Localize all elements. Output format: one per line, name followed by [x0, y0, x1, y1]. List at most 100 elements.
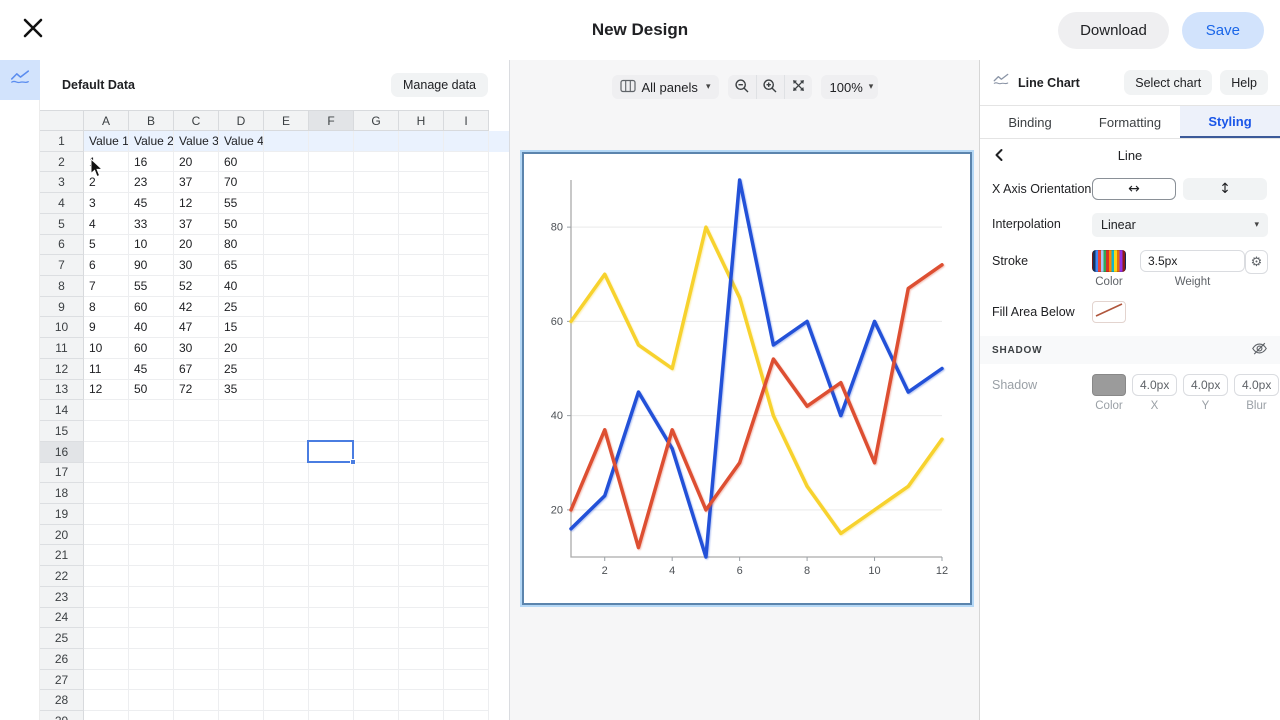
row-header-4[interactable]: 4: [40, 193, 84, 214]
cell-E11[interactable]: [264, 338, 309, 359]
cell-I3[interactable]: [444, 172, 489, 194]
row-header-1[interactable]: 1: [40, 131, 84, 152]
cell-G5[interactable]: [354, 213, 399, 235]
cell-B16[interactable]: [129, 441, 174, 463]
cell-E3[interactable]: [264, 172, 309, 194]
cell-H10[interactable]: [399, 317, 444, 339]
cell-A24[interactable]: [84, 607, 129, 629]
cell-C27[interactable]: [174, 669, 219, 691]
selected-cell-outline[interactable]: [307, 440, 356, 465]
cell-G17[interactable]: [354, 462, 399, 484]
cell-A10[interactable]: 9: [84, 317, 129, 339]
cell-D25[interactable]: [219, 628, 264, 649]
cell-C2[interactable]: 20: [174, 151, 219, 173]
cell-H8[interactable]: [399, 276, 444, 297]
tab-binding[interactable]: Binding: [1008, 114, 1052, 130]
row-header-6[interactable]: 6: [40, 234, 84, 256]
row-header-25[interactable]: 25: [40, 628, 84, 649]
cell-I22[interactable]: [444, 566, 489, 587]
cell-E29[interactable]: [264, 711, 309, 720]
cell-B26[interactable]: [129, 648, 174, 670]
cell-I23[interactable]: [444, 586, 489, 608]
row-header-3[interactable]: 3: [40, 172, 84, 194]
cell-B29[interactable]: [129, 711, 174, 720]
row-header-7[interactable]: 7: [40, 255, 84, 277]
cell-C19[interactable]: [174, 503, 219, 525]
cell-I5[interactable]: [444, 213, 489, 235]
cell-E17[interactable]: [264, 462, 309, 484]
cell-C23[interactable]: [174, 586, 219, 608]
cell-I12[interactable]: [444, 358, 489, 380]
row-header-16[interactable]: 16: [40, 441, 84, 463]
cell-E24[interactable]: [264, 607, 309, 629]
cell-A1[interactable]: Value 1: [84, 131, 129, 152]
cell-F15[interactable]: [309, 421, 354, 442]
cell-F8[interactable]: [309, 276, 354, 297]
cell-A3[interactable]: 2: [84, 172, 129, 194]
cell-B25[interactable]: [129, 628, 174, 649]
cell-C5[interactable]: 37: [174, 213, 219, 235]
help-button[interactable]: Help: [1220, 70, 1268, 95]
cell-A12[interactable]: 11: [84, 358, 129, 380]
cell-A13[interactable]: 12: [84, 379, 129, 401]
cell-F6[interactable]: [309, 234, 354, 256]
cell-D12[interactable]: 25: [219, 358, 264, 380]
cell-A17[interactable]: [84, 462, 129, 484]
cell-I26[interactable]: [444, 648, 489, 670]
cell-F12[interactable]: [309, 358, 354, 380]
column-header-F[interactable]: F: [309, 110, 354, 131]
chart-line-value-4[interactable]: [569, 225, 944, 536]
cell-E25[interactable]: [264, 628, 309, 649]
cell-D17[interactable]: [219, 462, 264, 484]
cell-I25[interactable]: [444, 628, 489, 649]
cell-I2[interactable]: [444, 151, 489, 173]
cell-F17[interactable]: [309, 462, 354, 484]
cell-A9[interactable]: 8: [84, 296, 129, 318]
column-header-I[interactable]: I: [444, 110, 489, 131]
cell-C6[interactable]: 20: [174, 234, 219, 256]
row-header-27[interactable]: 27: [40, 669, 84, 691]
row-header-22[interactable]: 22: [40, 566, 84, 587]
cell-C22[interactable]: [174, 566, 219, 587]
cell-H14[interactable]: [399, 400, 444, 422]
cell-H20[interactable]: [399, 524, 444, 546]
cell-E9[interactable]: [264, 296, 309, 318]
cell-I28[interactable]: [444, 690, 489, 712]
cell-H3[interactable]: [399, 172, 444, 194]
cell-H9[interactable]: [399, 296, 444, 318]
chart-line-value-3[interactable]: [569, 263, 944, 550]
row-header-19[interactable]: 19: [40, 503, 84, 525]
row-header-23[interactable]: 23: [40, 586, 84, 608]
cell-F26[interactable]: [309, 648, 354, 670]
cell-D15[interactable]: [219, 421, 264, 442]
cell-B23[interactable]: [129, 586, 174, 608]
cell-E8[interactable]: [264, 276, 309, 297]
cell-H19[interactable]: [399, 503, 444, 525]
cell-G14[interactable]: [354, 400, 399, 422]
cell-G2[interactable]: [354, 151, 399, 173]
cell-I13[interactable]: [444, 379, 489, 401]
cell-D4[interactable]: 55: [219, 193, 264, 214]
panels-dropdown[interactable]: All panels ▾: [611, 75, 719, 99]
column-header-A[interactable]: A: [84, 110, 129, 131]
cell-F25[interactable]: [309, 628, 354, 649]
cell-C4[interactable]: 12: [174, 193, 219, 214]
cell-E7[interactable]: [264, 255, 309, 277]
cell-F22[interactable]: [309, 566, 354, 587]
cell-I29[interactable]: [444, 711, 489, 720]
cell-F2[interactable]: [309, 151, 354, 173]
stroke-weight-input[interactable]: [1140, 250, 1245, 272]
column-header-G[interactable]: G: [354, 110, 399, 131]
row-header-28[interactable]: 28: [40, 690, 84, 712]
cell-I24[interactable]: [444, 607, 489, 629]
fit-screen-button[interactable]: [783, 75, 812, 99]
cell-D26[interactable]: [219, 648, 264, 670]
cell-H17[interactable]: [399, 462, 444, 484]
row-header-10[interactable]: 10: [40, 317, 84, 339]
cell-C8[interactable]: 52: [174, 276, 219, 297]
cell-A21[interactable]: [84, 545, 129, 567]
cell-H23[interactable]: [399, 586, 444, 608]
cell-F9[interactable]: [309, 296, 354, 318]
cell-A29[interactable]: [84, 711, 129, 720]
cell-C17[interactable]: [174, 462, 219, 484]
